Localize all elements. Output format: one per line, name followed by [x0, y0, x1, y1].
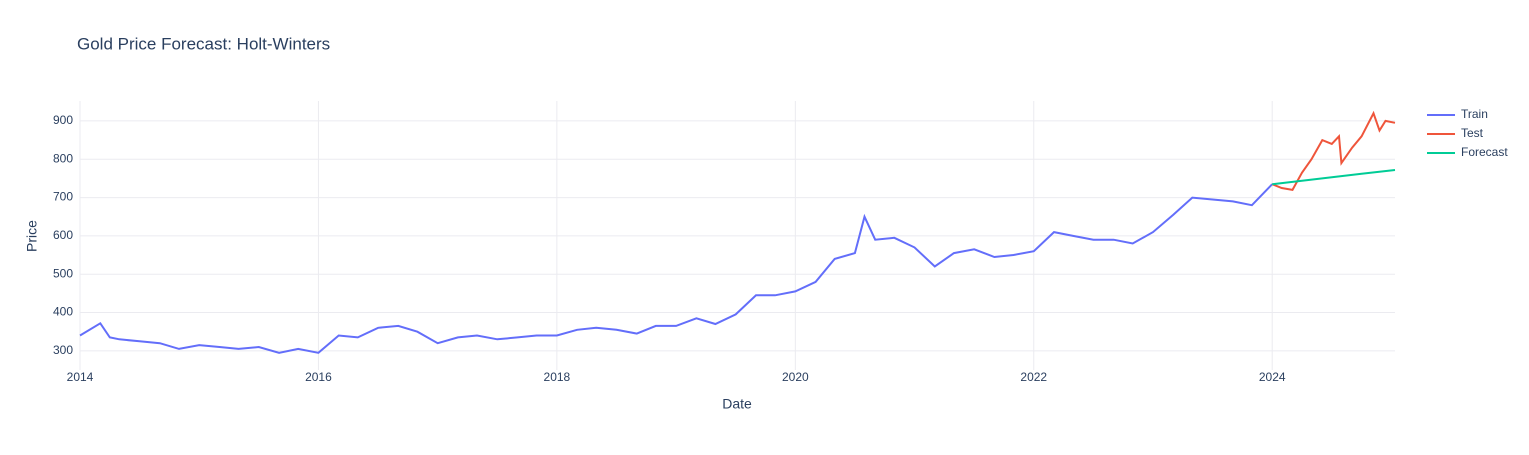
- y-tick-label: 400: [53, 305, 73, 319]
- y-tick-label: 800: [53, 151, 73, 165]
- legend-label: Train: [1461, 107, 1488, 121]
- x-tick-label: 2020: [782, 370, 809, 384]
- x-tick-label: 2018: [544, 370, 571, 384]
- x-tick-label: 2024: [1259, 370, 1286, 384]
- chart-title: Gold Price Forecast: Holt-Winters: [77, 34, 330, 53]
- x-tick-label: 2014: [67, 370, 94, 384]
- x-axis-title: Date: [722, 396, 752, 412]
- line-series: [79, 183, 1273, 354]
- y-tick-label: 700: [53, 190, 73, 204]
- x-tick-label: 2022: [1020, 370, 1047, 384]
- y-tick-label: 300: [53, 343, 73, 357]
- legend-label: Forecast: [1461, 145, 1508, 159]
- y-tick-label: 500: [53, 266, 73, 280]
- y-tick-label: 600: [53, 228, 73, 242]
- x-tick-label: 2016: [305, 370, 332, 384]
- line-series: [1272, 169, 1396, 186]
- y-tick-label: 900: [53, 113, 73, 127]
- y-axis-title: Price: [24, 220, 40, 252]
- legend-label: Test: [1461, 126, 1484, 140]
- line-series: [1271, 110, 1396, 192]
